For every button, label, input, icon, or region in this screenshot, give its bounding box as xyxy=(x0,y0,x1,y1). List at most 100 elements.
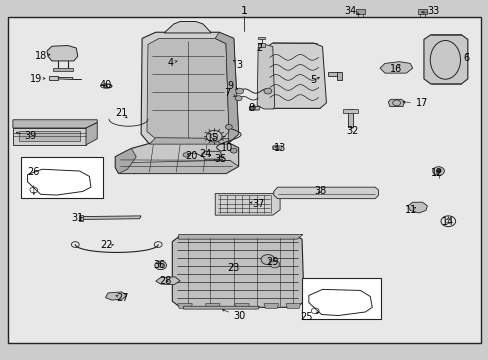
Polygon shape xyxy=(86,123,97,145)
Circle shape xyxy=(183,153,188,157)
Polygon shape xyxy=(19,131,80,141)
Polygon shape xyxy=(273,187,378,199)
Polygon shape xyxy=(47,45,78,61)
Text: 22: 22 xyxy=(101,240,113,250)
Polygon shape xyxy=(379,62,412,73)
Circle shape xyxy=(155,261,166,270)
Polygon shape xyxy=(115,143,238,174)
Polygon shape xyxy=(215,32,238,144)
Circle shape xyxy=(264,88,271,94)
Polygon shape xyxy=(328,72,339,76)
Polygon shape xyxy=(347,109,352,127)
Polygon shape xyxy=(172,235,304,307)
Text: 28: 28 xyxy=(159,276,171,286)
Text: 38: 38 xyxy=(313,186,325,197)
Polygon shape xyxy=(156,277,180,285)
Text: 13: 13 xyxy=(273,143,285,153)
Text: 36: 36 xyxy=(153,260,165,270)
Circle shape xyxy=(235,96,242,101)
Text: 26: 26 xyxy=(28,167,40,177)
Polygon shape xyxy=(115,148,136,174)
Polygon shape xyxy=(258,37,264,39)
Text: 7: 7 xyxy=(224,88,230,98)
Polygon shape xyxy=(264,304,278,309)
Polygon shape xyxy=(205,304,220,309)
Polygon shape xyxy=(58,77,73,80)
Polygon shape xyxy=(417,9,427,14)
Polygon shape xyxy=(257,44,274,109)
Text: 12: 12 xyxy=(430,168,443,178)
Polygon shape xyxy=(13,128,86,145)
Text: 18: 18 xyxy=(35,51,47,61)
Text: 5: 5 xyxy=(310,75,316,85)
Circle shape xyxy=(250,107,255,110)
Polygon shape xyxy=(81,216,141,220)
Text: 8: 8 xyxy=(248,103,254,113)
Text: 33: 33 xyxy=(427,6,439,16)
Text: 23: 23 xyxy=(227,263,240,273)
Text: 27: 27 xyxy=(116,293,128,303)
Polygon shape xyxy=(214,157,224,159)
Text: 15: 15 xyxy=(206,133,219,143)
Polygon shape xyxy=(49,76,58,80)
Polygon shape xyxy=(423,35,467,84)
Polygon shape xyxy=(407,202,427,213)
Circle shape xyxy=(206,131,222,142)
Text: 14: 14 xyxy=(441,217,453,227)
Polygon shape xyxy=(79,215,82,221)
Circle shape xyxy=(230,148,237,153)
Text: 10: 10 xyxy=(221,143,233,153)
Text: 32: 32 xyxy=(346,126,358,135)
Circle shape xyxy=(432,167,444,175)
Circle shape xyxy=(261,255,274,265)
Bar xyxy=(302,278,380,319)
Polygon shape xyxy=(53,68,73,71)
Circle shape xyxy=(435,169,440,173)
Text: 31: 31 xyxy=(71,213,83,222)
Polygon shape xyxy=(387,99,404,107)
Polygon shape xyxy=(285,304,300,309)
Polygon shape xyxy=(234,304,249,309)
Polygon shape xyxy=(201,151,221,159)
Text: 4: 4 xyxy=(167,58,173,68)
Polygon shape xyxy=(177,304,192,309)
Text: 1: 1 xyxy=(241,6,247,16)
Polygon shape xyxy=(272,146,282,149)
Polygon shape xyxy=(13,120,97,128)
Text: 11: 11 xyxy=(405,206,417,216)
Text: 9: 9 xyxy=(227,81,233,91)
Text: 21: 21 xyxy=(115,108,127,118)
Text: 3: 3 xyxy=(236,60,242,70)
Bar xyxy=(21,157,103,198)
Circle shape xyxy=(225,125,232,130)
Text: 17: 17 xyxy=(415,98,428,108)
Text: 35: 35 xyxy=(213,154,226,164)
Polygon shape xyxy=(258,43,264,47)
Polygon shape xyxy=(264,43,326,108)
Text: 29: 29 xyxy=(266,257,278,267)
Polygon shape xyxy=(149,138,228,144)
Polygon shape xyxy=(141,32,238,144)
Polygon shape xyxy=(163,22,211,33)
Text: 25: 25 xyxy=(300,312,312,322)
Text: 16: 16 xyxy=(389,64,401,74)
Polygon shape xyxy=(249,107,260,110)
Polygon shape xyxy=(355,9,365,14)
Text: 6: 6 xyxy=(462,53,468,63)
Polygon shape xyxy=(178,234,303,239)
Text: 40: 40 xyxy=(99,80,111,90)
Text: 19: 19 xyxy=(30,74,42,84)
Text: 24: 24 xyxy=(199,149,211,159)
Polygon shape xyxy=(183,306,259,309)
Polygon shape xyxy=(215,188,280,215)
Text: 20: 20 xyxy=(185,150,198,161)
Polygon shape xyxy=(147,39,228,139)
Text: 39: 39 xyxy=(25,131,37,141)
Polygon shape xyxy=(105,292,126,300)
Text: 37: 37 xyxy=(251,199,264,210)
Circle shape xyxy=(235,88,243,94)
Polygon shape xyxy=(342,109,357,113)
Polygon shape xyxy=(115,160,238,174)
Text: 2: 2 xyxy=(256,43,262,53)
Polygon shape xyxy=(336,72,341,80)
